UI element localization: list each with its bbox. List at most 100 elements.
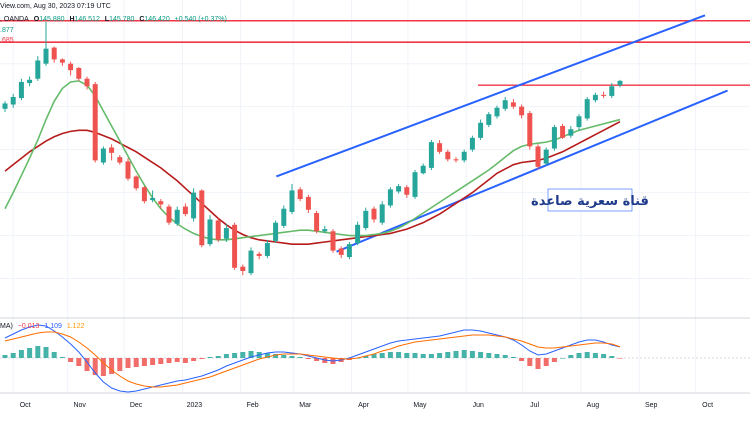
candle-body: [264, 243, 270, 256]
candle-body: [486, 114, 492, 125]
x-tick-label: Dec: [130, 402, 143, 409]
candle-body: [617, 80, 623, 86]
x-tick-label: Aug: [587, 402, 600, 409]
macd-hist-bar: [273, 354, 279, 358]
candle-body: [453, 159, 459, 161]
candle-body: [150, 197, 156, 201]
macd-hist-bar: [387, 352, 393, 358]
macd-hist-bar: [502, 355, 508, 358]
macd-hist-bar: [527, 358, 533, 366]
candle-body: [182, 206, 188, 215]
candle-body: [379, 204, 385, 223]
header-ohlc: , OANDA O145.880 H146.512 L145.780 C146.…: [0, 16, 230, 23]
x-tick-label: May: [413, 402, 427, 409]
candle-body: [35, 60, 41, 79]
candle-body: [117, 157, 123, 163]
macd-hist-bar: [297, 357, 303, 358]
candle-body: [428, 142, 434, 168]
candle-body: [2, 103, 8, 109]
candle-body: [510, 102, 516, 107]
macd-hist-bar: [543, 358, 549, 366]
macd-hist-bar: [469, 351, 475, 358]
candle-body: [27, 79, 33, 84]
header-broker: , OANDA: [0, 16, 29, 23]
candle-body: [305, 196, 311, 210]
macd-hist-bar: [109, 358, 115, 374]
moving-average-slow: [4, 120, 621, 245]
candle-body: [281, 208, 287, 226]
macd-hist-bar: [182, 358, 188, 363]
candle-body: [387, 189, 393, 206]
macd-hist-bar: [404, 353, 410, 358]
candle-body: [68, 63, 74, 71]
x-tick-label: Apr: [358, 402, 370, 409]
macd-hist-bar: [264, 353, 270, 358]
candlesticks: [2, 21, 623, 276]
candle-body: [551, 127, 557, 149]
candle-body: [355, 224, 361, 244]
macd-hist-bar: [35, 346, 41, 358]
ascending-channel: [276, 14, 728, 253]
candle-body: [420, 165, 426, 174]
macd-hist-bar: [428, 354, 434, 358]
candle-body: [535, 146, 541, 167]
macd-hist-bar: [174, 358, 180, 362]
ohlc-low: L145.780: [104, 16, 135, 23]
macd-hist-bar: [223, 354, 229, 358]
ma-slow-value: .685: [0, 37, 14, 44]
candle-body: [273, 222, 279, 241]
macd-pane: [0, 324, 750, 393]
ma-slow-line: [4, 120, 621, 245]
candle-body: [199, 190, 205, 246]
candle-body: [404, 187, 410, 195]
macd-hist-bar: [609, 356, 615, 358]
candle-body: [568, 129, 574, 136]
macd-hist-bar: [68, 358, 74, 362]
macd-hist-bar: [248, 351, 254, 358]
candle-body: [109, 147, 115, 153]
x-tick-label: Jul: [530, 402, 539, 409]
macd-hist-bar: [51, 352, 57, 358]
macd-hist-bar: [289, 356, 295, 358]
candle-body: [314, 213, 320, 232]
candle-body: [51, 47, 57, 60]
macd-hist-bar: [412, 353, 418, 358]
candle-body: [256, 253, 262, 256]
macd-hist-bar: [166, 358, 172, 363]
macd-hist-bar: [232, 353, 238, 358]
candle-body: [223, 228, 229, 239]
candle-body: [469, 137, 475, 150]
macd-hist-bar: [453, 351, 459, 358]
macd-hist-bar: [141, 358, 147, 366]
candle-body: [248, 250, 254, 274]
macd-hist-value: −0.013: [17, 323, 40, 330]
candle-body: [10, 97, 16, 105]
candle-body: [494, 107, 500, 117]
header-source: View.com, Aug 30, 2023 07:19 UTC: [0, 3, 111, 10]
resistance-lines: [0, 19, 750, 86]
candle-body: [207, 219, 213, 245]
macd-hist-bar: [158, 358, 164, 364]
ma-fast-line: [4, 80, 621, 241]
candle-body: [527, 113, 533, 147]
macd-hist-bar: [207, 357, 213, 358]
macd-hist-bar: [150, 358, 156, 365]
macd-hist-bar: [240, 352, 246, 358]
macd-hist-bar: [76, 358, 82, 366]
candle-body: [445, 151, 451, 160]
macd-hist-bar: [117, 358, 123, 371]
candle-body: [478, 122, 484, 138]
candle-body: [92, 84, 98, 161]
macd-hist-bar: [215, 356, 221, 358]
candle-body: [133, 176, 139, 189]
x-tick-label: Jun: [473, 402, 484, 409]
candle-body: [289, 190, 295, 212]
ohlc-open: O145.880: [33, 16, 65, 23]
candle-body: [84, 78, 90, 87]
x-tick-label: Sep: [645, 402, 658, 409]
macd-signal-value: 1.122: [66, 323, 85, 330]
candle-body: [330, 231, 336, 251]
macd-hist-bar: [519, 358, 525, 361]
macd-hist-bar: [396, 352, 402, 358]
